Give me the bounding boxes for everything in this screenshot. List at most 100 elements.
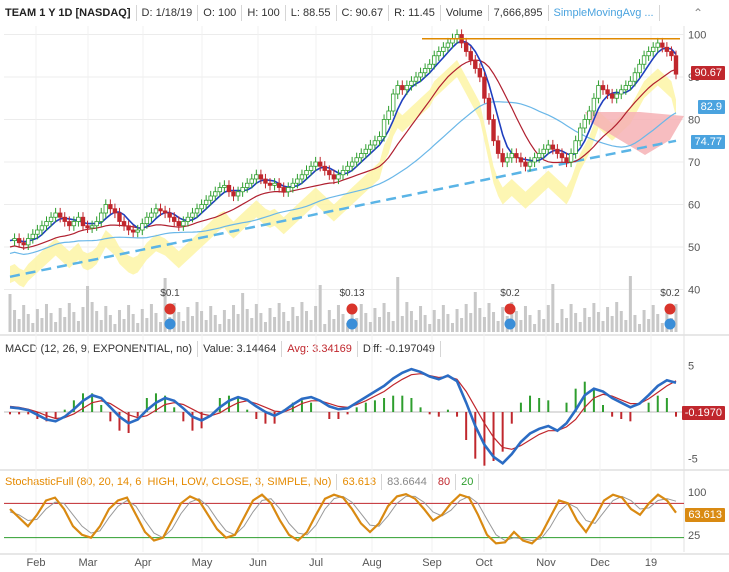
candle-body [222, 184, 227, 188]
candle-body [144, 216, 150, 225]
candle-body [258, 174, 264, 180]
symbol-label[interactable]: TEAM 1 Y 1D [NASDAQ] [0, 5, 137, 21]
volume-bar [222, 310, 226, 332]
candle-body [53, 212, 58, 218]
candle-body [377, 136, 382, 142]
candle-body [400, 85, 405, 91]
price-tick-label: 40 [688, 285, 700, 297]
volume-bar [35, 309, 39, 332]
open-readout: O: 100 [198, 5, 243, 21]
volume-bar [99, 320, 103, 332]
candle-body [172, 216, 177, 222]
volume-bar [624, 320, 628, 332]
candle-body [436, 51, 441, 57]
volume-bar [291, 307, 295, 332]
volume-bar [314, 306, 318, 332]
candle-body [149, 212, 154, 218]
candle-body [495, 140, 501, 154]
volume-bar [309, 320, 313, 332]
macd-value-line [9, 367, 677, 466]
candle-body [368, 144, 373, 150]
volume-bar [117, 310, 121, 332]
time-tick-label: Jun [249, 557, 267, 569]
earnings-icon [504, 318, 516, 330]
macd-study-label[interactable]: MACD (12, 26, 9, EXPONENTIAL, no) [0, 341, 199, 357]
candle-body [245, 182, 250, 188]
stoch-tick-label: 25 [688, 530, 700, 542]
volume-bar [492, 312, 496, 332]
volume-bar [254, 304, 258, 332]
volume-bar [232, 305, 236, 332]
macd-diff-readout: Diff: -0.197049 [358, 341, 441, 357]
volume-bar [295, 316, 299, 332]
sma-study-label[interactable]: SimpleMovingAvg ... [549, 5, 660, 21]
volume-bar [533, 324, 537, 332]
candle-body [130, 229, 136, 233]
volume-bar [587, 317, 591, 332]
candle-body [231, 191, 236, 197]
volume-bar [387, 312, 391, 332]
candle-body [518, 157, 524, 163]
candle-body [112, 208, 118, 214]
candle-body [359, 153, 364, 159]
candle-body [559, 153, 565, 159]
volume-bar [656, 314, 660, 332]
volume-bar [149, 304, 153, 332]
stoch-study-label[interactable]: StochasticFull (80, 20, 14, 6, HIGH, LOW… [0, 474, 338, 490]
volume-label[interactable]: Volume [441, 5, 489, 21]
volume-bar [674, 304, 678, 332]
candle-body [235, 191, 241, 197]
dividend-icon [346, 303, 358, 315]
candle-body [295, 178, 300, 184]
dividend-label: $0.2 [500, 288, 520, 299]
time-tick-label: Oct [475, 557, 492, 569]
candle-body [354, 157, 359, 163]
candle-body [162, 210, 168, 214]
volume-bar [409, 311, 413, 332]
candle-body [609, 93, 615, 99]
candle-body [331, 174, 337, 180]
candle-body [176, 221, 181, 227]
volume-bar [209, 306, 213, 332]
dividend-icon [164, 303, 176, 315]
volume-bar [565, 318, 569, 332]
candle-body [12, 238, 17, 242]
candle-body [532, 157, 537, 163]
low-readout: L: 88.55 [286, 5, 337, 21]
volume-bar [277, 303, 281, 332]
candle-body [550, 144, 556, 150]
volume-bar [519, 320, 523, 332]
volume-bar [542, 319, 546, 332]
candle-body [167, 212, 172, 218]
candle-body [413, 76, 419, 82]
volume-readout: 7,666,895 [489, 5, 549, 21]
volume-bar [364, 313, 368, 332]
volume-bar [601, 321, 605, 332]
candle-body [57, 212, 63, 218]
candle-body [619, 89, 624, 95]
price-tick-label: 70 [688, 157, 700, 169]
time-tick-label: May [192, 557, 213, 569]
volume-bar [86, 286, 90, 332]
volume-bar [496, 321, 500, 332]
volume-bar [405, 302, 409, 332]
volume-bar [428, 324, 432, 332]
volume-bar [22, 305, 26, 332]
time-tick-label: Mar [79, 557, 98, 569]
candle-body [623, 85, 629, 91]
candle-body [664, 46, 670, 52]
volume-bar [441, 305, 445, 332]
volume-bar [49, 313, 53, 332]
collapse-panel-icon[interactable]: ⌃ [692, 6, 704, 20]
candle-body [564, 157, 569, 163]
dividend-icon [664, 303, 676, 315]
candle-body [578, 127, 583, 142]
volume-bar [67, 303, 71, 332]
volume-bar [13, 310, 17, 332]
candle-body [153, 208, 159, 214]
candle-body [600, 85, 606, 91]
candle-body [108, 204, 113, 210]
volume-bar [391, 321, 395, 332]
volume-bar [510, 302, 514, 332]
